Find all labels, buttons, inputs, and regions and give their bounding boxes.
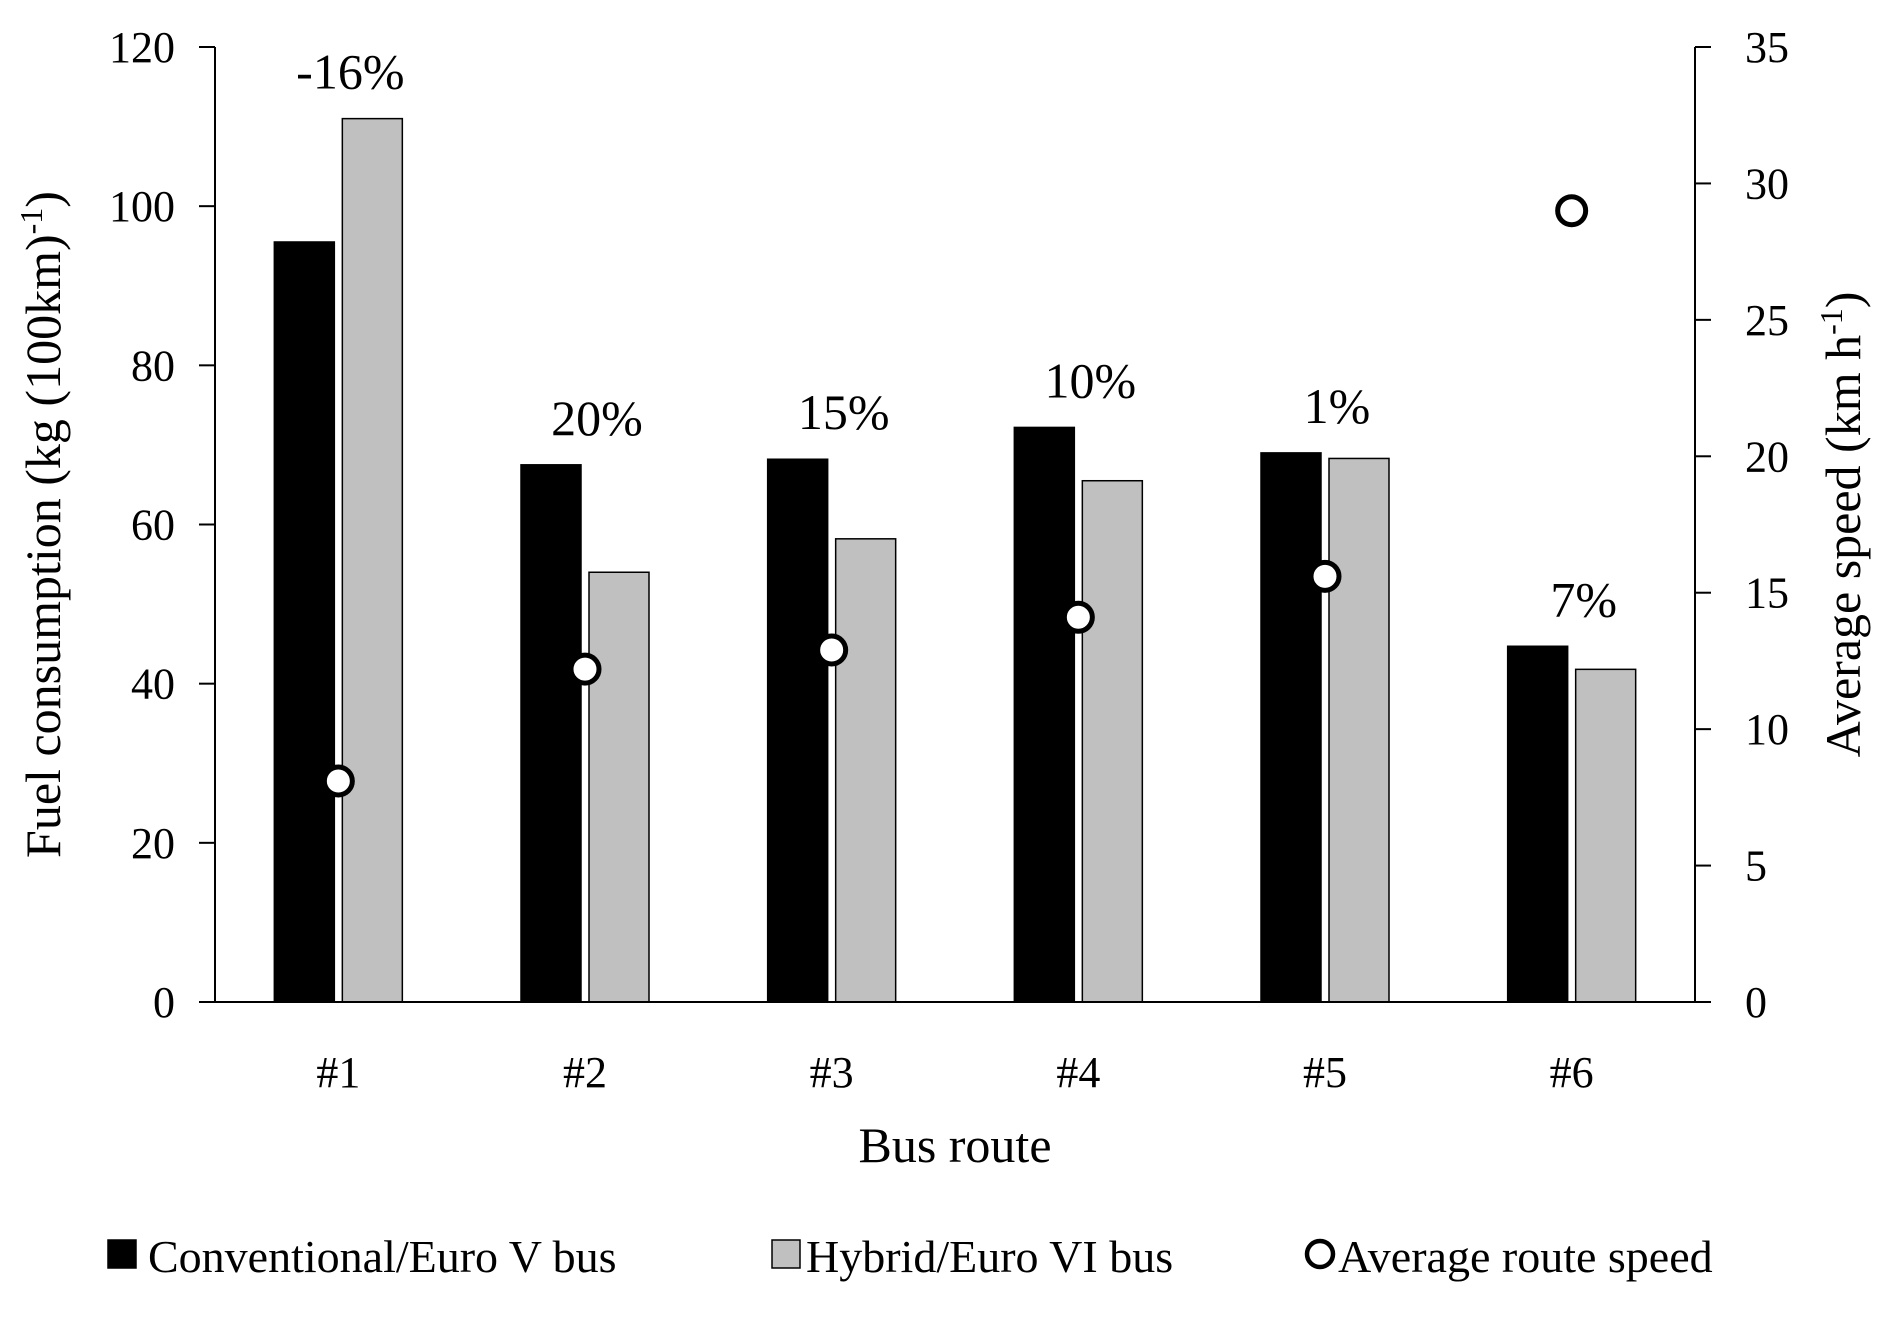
x-tick-label-5: #5 (1303, 1048, 1347, 1097)
bar-hybrid-1 (341, 117, 404, 1003)
left-tick-label-100: 100 (109, 182, 175, 231)
speed-point-4 (1061, 600, 1095, 634)
left-axis-title-close: ) (15, 191, 71, 208)
left-tick-label-80: 80 (131, 341, 175, 390)
right-tick-label-0: 0 (1745, 978, 1767, 1027)
legend-marker-speed (1304, 1238, 1336, 1270)
right-axis-title-sup: -1 (1813, 308, 1849, 335)
speed-point-3 (815, 633, 849, 667)
left-tick-label-40: 40 (131, 660, 175, 709)
left-axis-title: Fuel consumption (kg (100km)-1) (13, 191, 71, 858)
pct-label-3: 15% (798, 384, 890, 440)
bar-hybrid-5 (1328, 457, 1390, 1003)
x-tick-label-6: #6 (1550, 1048, 1594, 1097)
legend-swatch-conventional (107, 1239, 137, 1269)
pct-label-5: 1% (1304, 378, 1371, 434)
pct-label-2: 20% (551, 390, 643, 446)
left-tick-label-20: 20 (131, 819, 175, 868)
left-axis-title-main: Fuel consumption (kg (100km) (15, 234, 71, 858)
legend-label-hybrid: Hybrid/Euro VI bus (806, 1231, 1173, 1282)
right-tick-label-35: 35 (1745, 23, 1789, 72)
right-tick-label-15: 15 (1745, 569, 1789, 618)
pct-label-4: 10% (1045, 352, 1137, 408)
bar-conventional-6 (1506, 645, 1569, 1003)
pct-label-6: 7% (1550, 571, 1617, 627)
right-axis-title: Average speed (km h-1) (1813, 292, 1871, 758)
speed-point-5 (1308, 559, 1342, 593)
speed-point-6 (1555, 194, 1589, 228)
right-axis-title-close: ) (1815, 292, 1871, 309)
bar-conventional-3 (766, 458, 829, 1003)
bar-conventional-5 (1260, 452, 1322, 1003)
x-axis-title: Bus route (858, 1117, 1051, 1173)
bar-hybrid-6 (1574, 668, 1637, 1003)
legend-swatch-hybrid (771, 1239, 801, 1269)
left-axis-title-sup: -1 (13, 208, 49, 235)
legend-label-conventional: Conventional/Euro V bus (148, 1231, 617, 1282)
x-tick-label-3: #3 (810, 1048, 854, 1097)
speed-point-2 (568, 652, 602, 686)
left-tick-label-0: 0 (153, 978, 175, 1027)
x-tick-label-4: #4 (1056, 1048, 1100, 1097)
right-tick-label-10: 10 (1745, 705, 1789, 754)
pct-label-1: -16% (296, 44, 404, 100)
bar-conventional-2 (520, 464, 582, 1003)
x-tick-label-2: #2 (563, 1048, 607, 1097)
right-tick-label-20: 20 (1745, 432, 1789, 481)
bar-hybrid-2 (588, 571, 650, 1003)
right-tick-label-5: 5 (1745, 842, 1767, 891)
bar-conventional-1 (273, 241, 336, 1003)
left-tick-label-120: 120 (109, 23, 175, 72)
right-tick-label-25: 25 (1745, 296, 1789, 345)
legend-label-speed: Average route speed (1338, 1231, 1713, 1282)
x-tick-label-1: #1 (316, 1048, 360, 1097)
right-axis-title-main: Average speed (km h (1815, 335, 1871, 758)
right-tick-label-30: 30 (1745, 159, 1789, 208)
bar-hybrid-4 (1081, 479, 1144, 1003)
left-tick-label-60: 60 (131, 501, 175, 550)
speed-point-1 (321, 764, 355, 798)
bar-conventional-4 (1013, 426, 1076, 1003)
bar-hybrid-3 (834, 538, 897, 1003)
